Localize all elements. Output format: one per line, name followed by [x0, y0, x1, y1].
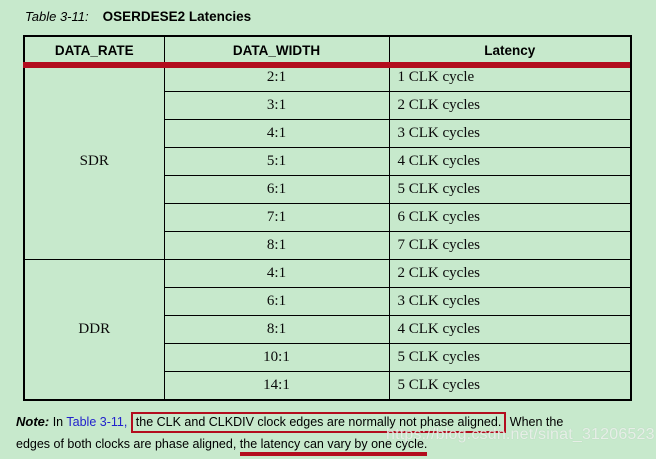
col-header-data-rate: DATA_RATE: [23, 35, 165, 64]
note-line-1: Note: In Table 3-11, the CLK and CLKDIV …: [16, 411, 656, 433]
red-annotation-header-line: [23, 62, 630, 68]
latency-cell: 6 CLK cycles: [388, 203, 632, 232]
latency-cell: 7 CLK cycles: [388, 231, 632, 260]
latency-cell: 3 CLK cycles: [388, 287, 632, 316]
latency-cell: 2 CLK cycles: [388, 259, 632, 288]
note-line-2: edges of both clocks are phase aligned, …: [16, 433, 656, 456]
data-width-cell: 8:1: [163, 231, 390, 260]
header-row: DATA_RATE DATA_WIDTH Latency: [23, 35, 632, 64]
table-caption-number: Table 3-11:: [25, 9, 89, 24]
data-rate-cell-ddr: DDR: [23, 259, 165, 401]
latency-cell: 2 CLK cycles: [388, 91, 632, 120]
data-width-cell: 3:1: [163, 91, 390, 120]
table-row: 14:1 5 CLK cycles: [24, 371, 632, 401]
data-width-cell: 14:1: [163, 371, 390, 401]
latency-cell: 5 CLK cycles: [388, 175, 632, 204]
table-row: 10:1 5 CLK cycles: [24, 343, 632, 372]
table-caption-title: OSERDESE2 Latencies: [102, 9, 252, 24]
col-header-data-width: DATA_WIDTH: [163, 35, 390, 64]
col-header-latency: Latency: [388, 35, 632, 64]
note-text: edges of both clocks are phase aligned,: [16, 437, 237, 451]
data-rate-cell-sdr: SDR: [23, 63, 165, 260]
note-label: Note:: [16, 414, 50, 429]
table-row: DDR 4:1 2 CLK cycles: [23, 259, 632, 401]
table-row: 6:1 5 CLK cycles: [24, 175, 632, 204]
latency-cell: 5 CLK cycles: [388, 343, 632, 372]
data-width-cell: 4:1: [163, 119, 390, 148]
red-annotation-box-text: the CLK and CLKDIV clock edges are norma…: [130, 412, 507, 433]
table-row: 7:1 6 CLK cycles: [24, 203, 632, 232]
table-row: 6:1 3 CLK cycles: [24, 287, 632, 316]
note-text: In: [52, 415, 64, 429]
data-width-cell: 4:1: [163, 259, 390, 288]
data-width-cell: 7:1: [163, 203, 390, 232]
latency-cell: 3 CLK cycles: [388, 119, 632, 148]
red-annotation-underlined-text: the latency can vary by one cycle.: [239, 437, 428, 456]
table-row: 4:1 3 CLK cycles: [24, 119, 632, 148]
data-width-cell: 6:1: [163, 287, 390, 316]
data-width-cell: 6:1: [163, 175, 390, 204]
table-row: 8:1 7 CLK cycles: [24, 231, 632, 260]
data-width-cell: 5:1: [163, 147, 390, 176]
data-width-cell: 8:1: [163, 315, 390, 344]
note-paragraph: Note: In Table 3-11, the CLK and CLKDIV …: [16, 411, 656, 456]
latency-cell: 5 CLK cycles: [388, 371, 632, 401]
latency-table: DATA_RATE DATA_WIDTH Latency SDR 2:1 1 C…: [23, 35, 632, 401]
table-row: 3:1 2 CLK cycles: [24, 91, 632, 120]
latency-cell: 4 CLK cycles: [388, 315, 632, 344]
latency-cell: 4 CLK cycles: [388, 147, 632, 176]
note-text: When the: [509, 415, 564, 429]
table-3-11-link[interactable]: Table 3-11,: [66, 415, 128, 429]
table-caption: Table 3-11: OSERDESE2 Latencies: [25, 9, 251, 24]
data-width-cell: 10:1: [163, 343, 390, 372]
table-row: 5:1 4 CLK cycles: [24, 147, 632, 176]
